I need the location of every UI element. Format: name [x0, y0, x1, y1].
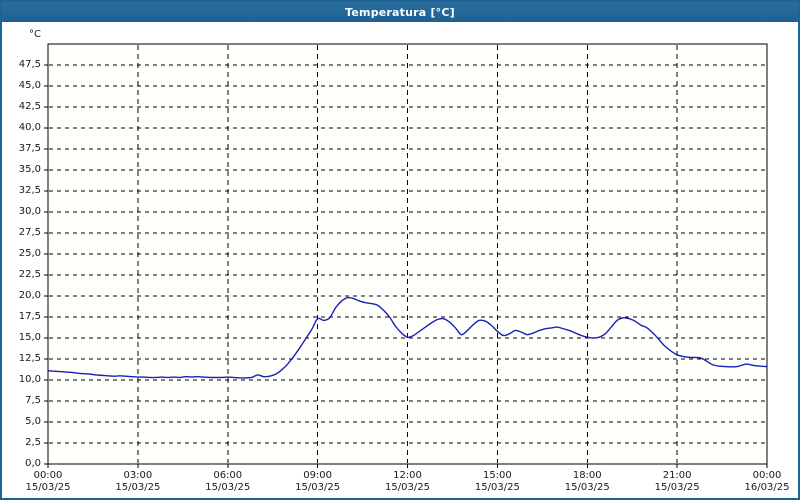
- x-axis-tick-label: 18:00 15/03/25: [547, 470, 627, 494]
- axis-ticks: [44, 64, 768, 468]
- x-tick-date: 15/03/25: [474, 482, 520, 493]
- x-axis-tick-label: 00:00 16/03/25: [727, 470, 798, 494]
- y-axis-tick-label: 17,5: [18, 311, 41, 322]
- x-tick-time: 21:00: [662, 470, 692, 481]
- y-axis-tick-label: 42,5: [18, 101, 41, 112]
- y-axis-tick-label: 15,0: [18, 332, 41, 343]
- x-axis-tick-label: 21:00 15/03/25: [637, 470, 717, 494]
- x-tick-time: 12:00: [393, 470, 422, 481]
- x-tick-time: 00:00: [752, 470, 782, 481]
- temperature-line-chart: [44, 43, 768, 468]
- x-axis-tick-label: 09:00 15/03/25: [278, 470, 358, 494]
- x-tick-date: 15/03/25: [654, 482, 700, 493]
- y-axis-tick-label: 45,0: [18, 80, 41, 91]
- temperature-series-line: [47, 296, 768, 379]
- y-axis-tick-label: 37,5: [18, 143, 41, 154]
- y-axis-tick-label: 2,5: [25, 437, 41, 448]
- y-axis-tick-label: 12,5: [18, 353, 41, 364]
- x-axis-tick-label: 12:00 15/03/25: [368, 470, 448, 494]
- x-tick-time: 06:00: [213, 470, 243, 481]
- y-axis-tick-label: 5,0: [25, 416, 41, 427]
- y-axis-tick-label: 30,0: [18, 206, 41, 217]
- x-tick-time: 03:00: [123, 470, 153, 481]
- y-axis-tick-label: 20,0: [18, 290, 41, 301]
- x-tick-date: 15/03/25: [385, 482, 430, 493]
- x-tick-time: 09:00: [303, 470, 333, 481]
- x-tick-date: 16/03/25: [744, 482, 790, 493]
- chart-canvas-area: 47,5 45,0 42,5 40,0 37,5 35,0 32,5 30,0 27,5 25,0…: [2, 22, 798, 498]
- x-axis-tick-label: 03:00 15/03/25: [98, 470, 178, 494]
- x-axis-tick-label: 06:00 15/03/25: [188, 470, 268, 494]
- x-tick-date: 15/03/25: [295, 482, 341, 493]
- y-axis-tick-label: 27,5: [18, 227, 41, 238]
- y-axis-tick-label: 7,5: [25, 395, 41, 406]
- window-titlebar: Temperatura [°C]: [2, 2, 798, 22]
- x-tick-date: 15/03/25: [205, 482, 251, 493]
- y-axis-tick-label: 47,5: [18, 59, 41, 70]
- plot-frame: [47, 43, 768, 465]
- y-axis-tick-label: 0,0: [25, 458, 41, 469]
- y-axis-tick-label: 10,0: [18, 374, 41, 385]
- x-tick-date: 15/03/25: [25, 482, 71, 493]
- vertical-grid-lines: [137, 45, 678, 463]
- y-axis-tick-label: 40,0: [18, 122, 41, 133]
- y-axis-tick-label: 35,0: [18, 164, 41, 175]
- x-tick-time: 00:00: [33, 470, 63, 481]
- x-axis-tick-label: 15:00 15/03/25: [457, 470, 537, 494]
- x-axis-tick-label: 00:00 15/03/25: [8, 470, 88, 494]
- x-tick-date: 15/03/25: [115, 482, 161, 493]
- y-axis-tick-label: 22,5: [18, 269, 41, 280]
- window-title: Temperatura [°C]: [345, 5, 455, 19]
- x-tick-date: 15/03/25: [564, 482, 610, 493]
- y-axis-tick-label: 25,0: [18, 248, 41, 259]
- x-tick-time: 18:00: [572, 470, 602, 481]
- y-axis-tick-label: 32,5: [18, 185, 41, 196]
- y-axis-unit-label: °C: [29, 29, 41, 40]
- x-tick-time: 15:00: [482, 470, 512, 481]
